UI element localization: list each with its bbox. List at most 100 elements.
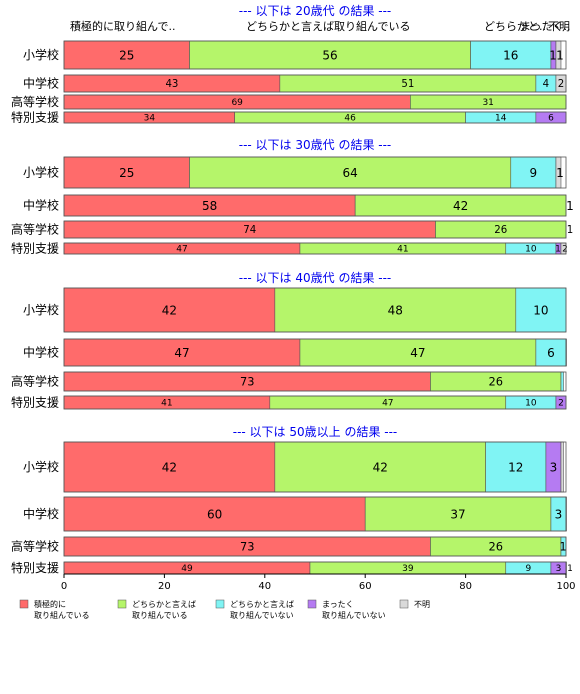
data-label: 3 <box>556 564 562 574</box>
data-label: 42 <box>162 303 177 317</box>
bar-outline <box>63 338 567 367</box>
x-tick-label: 80 <box>459 581 472 592</box>
data-label: 6 <box>548 114 554 124</box>
data-label: 39 <box>402 564 414 574</box>
bar-segment <box>63 496 366 532</box>
bar-outline <box>63 194 567 217</box>
data-label: 25 <box>119 48 134 62</box>
legend-label: どちらかと言えば <box>230 599 294 609</box>
row-label: 小学校 <box>23 165 59 180</box>
data-label: 41 <box>397 245 408 255</box>
bar-segment <box>470 40 552 70</box>
bar-outline <box>63 395 567 410</box>
x-tick-label: 60 <box>359 581 372 592</box>
bar-segment <box>485 441 547 493</box>
data-label: 10 <box>525 399 537 409</box>
data-label: 2 <box>558 79 564 90</box>
bar-segment <box>274 287 517 333</box>
data-label: 10 <box>533 303 548 317</box>
x-tick-label: 20 <box>158 581 171 592</box>
data-label: 43 <box>165 79 178 90</box>
data-label: 25 <box>119 166 134 180</box>
bar-outline <box>63 441 567 493</box>
row-label: 特別支援 <box>11 395 59 410</box>
bar-outline <box>63 111 567 124</box>
bar-outline <box>63 40 567 70</box>
data-label: 64 <box>342 166 357 180</box>
bar-segment <box>510 156 557 189</box>
bar-outline <box>63 496 567 532</box>
bar-outline <box>63 74 567 93</box>
bar-segment <box>560 371 564 392</box>
legend-swatch <box>19 599 29 609</box>
data-label: 16 <box>503 48 518 62</box>
legend-label: 取り組んでいる <box>34 610 90 620</box>
bar-outline <box>63 94 567 110</box>
data-label: 1 <box>549 48 557 62</box>
row-label: 中学校 <box>23 76 59 91</box>
legend-label: 取り組んでいない <box>230 610 294 620</box>
bar-segment <box>515 287 567 333</box>
data-label: 6 <box>547 346 555 360</box>
header-label: 不明 <box>548 20 570 33</box>
data-label: 42 <box>453 199 468 213</box>
legend-label: 不明 <box>414 600 430 609</box>
x-tick-label: 40 <box>258 581 271 592</box>
legend-label: 取り組んでいない <box>322 610 386 620</box>
bar-segment <box>63 40 190 70</box>
row-label: 中学校 <box>23 506 59 521</box>
row-label: 小学校 <box>23 47 59 62</box>
row-label: 特別支援 <box>11 241 59 256</box>
data-label: 42 <box>162 460 177 474</box>
legend-swatch <box>215 599 225 609</box>
legend-swatch <box>117 599 127 609</box>
data-label: 37 <box>450 507 465 521</box>
data-label: 49 <box>181 564 193 574</box>
header-label: まったく.. <box>520 20 571 33</box>
data-label: 14 <box>495 114 507 124</box>
data-label: 12 <box>508 460 523 474</box>
data-label: 34 <box>144 114 156 124</box>
data-label: 41 <box>161 399 172 409</box>
header-label: どちらかと.. <box>484 20 546 33</box>
bar-segment <box>364 496 552 532</box>
row-label: 特別支援 <box>11 110 59 125</box>
data-label: 73 <box>240 540 255 554</box>
row-label: 高等学校 <box>11 374 59 389</box>
data-label: 1 <box>567 564 573 574</box>
data-label: 56 <box>322 48 337 62</box>
data-label: 60 <box>207 507 222 521</box>
row-label: 高等学校 <box>11 222 59 237</box>
data-label: 1 <box>555 245 561 255</box>
data-label: 47 <box>382 399 393 409</box>
x-tick-label: 0 <box>61 581 67 592</box>
data-label: 51 <box>401 79 414 90</box>
row-label: 高等学校 <box>11 94 59 109</box>
data-label: 9 <box>530 166 538 180</box>
bar-outline <box>63 220 567 239</box>
header-label: どちらかと言えば取り組んでいる <box>246 20 410 33</box>
data-label: 9 <box>525 564 531 574</box>
legend-label: どちらかと言えば <box>132 599 196 609</box>
bar-outline <box>63 371 567 392</box>
bar-segment <box>274 441 486 493</box>
row-label: 高等学校 <box>11 539 59 554</box>
data-label: 1 <box>556 166 564 180</box>
data-label: 2 <box>562 245 568 255</box>
legend-label: 積極的に <box>34 599 66 609</box>
bar-outline <box>63 287 567 333</box>
legend-swatch <box>307 599 317 609</box>
row-label: 中学校 <box>23 345 59 360</box>
x-tick-label: 100 <box>556 581 575 592</box>
row-label: 中学校 <box>23 198 59 213</box>
data-label: 10 <box>525 245 537 255</box>
data-label: 3 <box>555 507 563 521</box>
data-label: 26 <box>488 375 503 389</box>
data-label: 26 <box>494 225 507 236</box>
data-label: 26 <box>488 540 503 554</box>
bar-segment <box>63 287 276 333</box>
data-label: 48 <box>388 303 403 317</box>
data-label: 1 <box>566 199 574 213</box>
header-label: 積極的に取り組んで.. <box>70 19 175 33</box>
